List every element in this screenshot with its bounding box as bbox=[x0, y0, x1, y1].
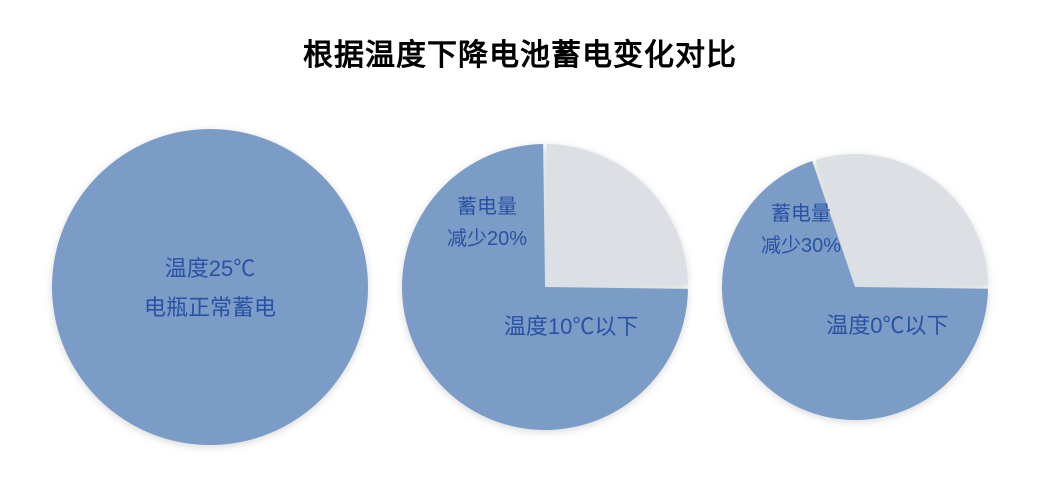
pie-main-label-line2: 电瓶正常蓄电 bbox=[144, 295, 276, 320]
chart-title: 根据温度下降电池蓄电变化对比 bbox=[303, 30, 737, 74]
pie-main-label-10c: 温度10℃以下 bbox=[504, 307, 638, 347]
pie-slice-label-10c: 蓄电量 减少20% bbox=[447, 191, 527, 255]
pie-slice-label-0c: 蓄电量 减少30% bbox=[761, 198, 841, 262]
pie-main-label-line1: 温度0℃以下 bbox=[826, 313, 948, 338]
pie-slice-label-line2: 减少20% bbox=[447, 228, 527, 250]
pie-svg-0c bbox=[720, 152, 990, 422]
pie-slice-label-line2: 减少30% bbox=[761, 235, 841, 257]
charts-row: 温度25℃ 电瓶正常蓄电 蓄电量 减少20% 温度10℃以下 蓄电量 减少30%… bbox=[0, 74, 1040, 500]
pie-svg-10c bbox=[400, 142, 690, 432]
pie-main-label-line1: 温度10℃以下 bbox=[504, 314, 638, 339]
pie-slice-label-line1: 蓄电量 bbox=[457, 196, 517, 218]
pie-main-label-25c: 温度25℃ 电瓶正常蓄电 bbox=[144, 249, 276, 328]
pie-main-label-0c: 温度0℃以下 bbox=[826, 306, 948, 346]
pie-chart-0c: 蓄电量 减少30% 温度0℃以下 bbox=[720, 152, 990, 422]
pie-chart-25c: 温度25℃ 电瓶正常蓄电 bbox=[50, 127, 370, 447]
pie-slice-label-line1: 蓄电量 bbox=[771, 203, 831, 225]
pie-main-label-line1: 温度25℃ bbox=[165, 256, 255, 281]
pie-chart-10c: 蓄电量 减少20% 温度10℃以下 bbox=[400, 142, 690, 432]
